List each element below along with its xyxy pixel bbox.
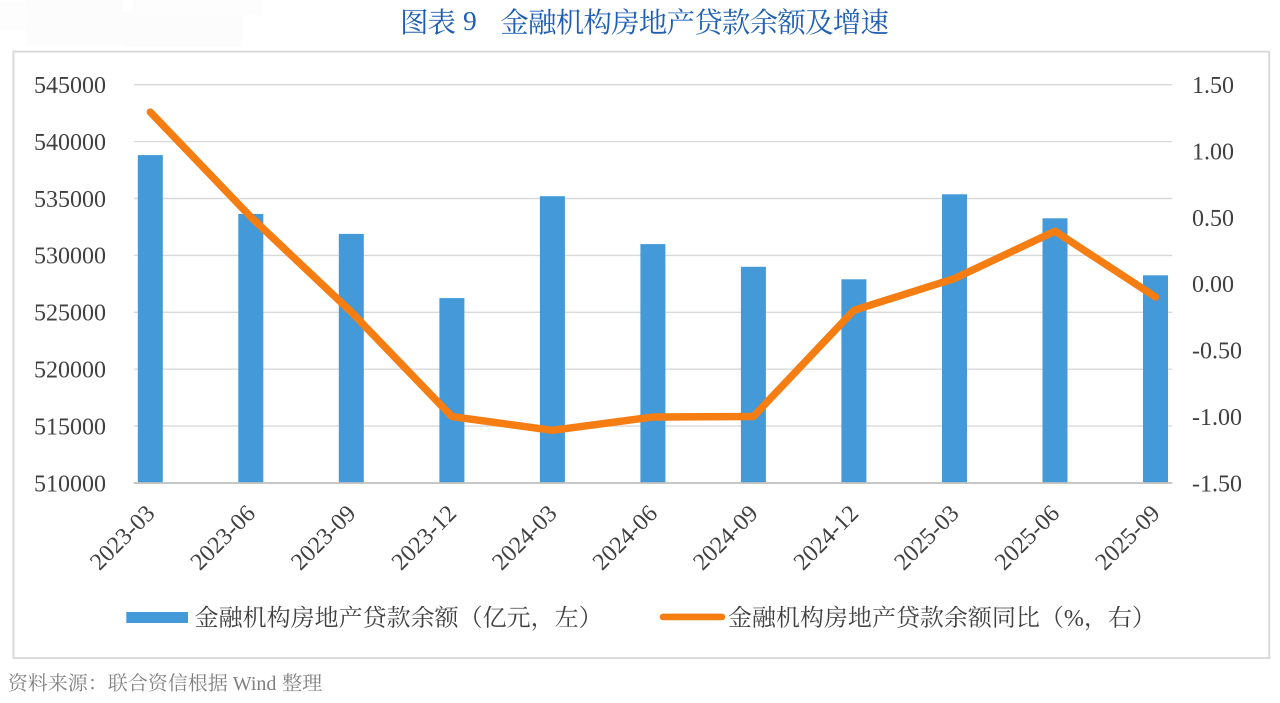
svg-text:515000: 515000 bbox=[34, 414, 106, 440]
svg-text:-1.50: -1.50 bbox=[1192, 471, 1242, 497]
svg-text:535000: 535000 bbox=[34, 187, 106, 213]
svg-text:1.50: 1.50 bbox=[1192, 73, 1234, 99]
svg-text:0.00: 0.00 bbox=[1192, 272, 1234, 298]
svg-text:9: 9 bbox=[463, 5, 477, 36]
svg-text:530000: 530000 bbox=[34, 244, 106, 270]
svg-text:%: % bbox=[1064, 606, 1084, 632]
svg-text:545000: 545000 bbox=[34, 73, 106, 99]
svg-text:540000: 540000 bbox=[34, 130, 106, 156]
svg-text:-1.00: -1.00 bbox=[1192, 405, 1242, 431]
svg-text:Wind: Wind bbox=[233, 673, 277, 695]
svg-text:0.50: 0.50 bbox=[1192, 206, 1234, 232]
svg-text:-0.50: -0.50 bbox=[1192, 339, 1242, 365]
svg-text:520000: 520000 bbox=[34, 358, 106, 384]
svg-text:525000: 525000 bbox=[34, 301, 106, 327]
svg-text:510000: 510000 bbox=[34, 471, 106, 497]
svg-text:1.00: 1.00 bbox=[1192, 139, 1234, 165]
